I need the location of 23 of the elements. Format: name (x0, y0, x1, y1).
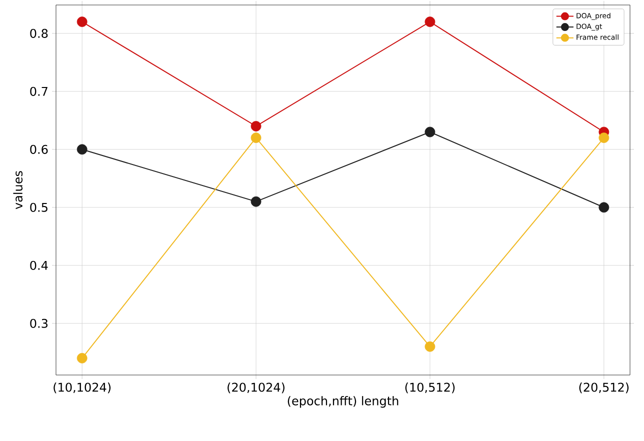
x-tick-label: (10,1024) (54, 382, 111, 394)
y-tick-label: 0.3 (30, 318, 48, 328)
point (598, 132, 610, 143)
point (250, 121, 262, 132)
x-axis-title: (epoch,nfft) length (288, 396, 398, 408)
y-tick-label: 0.8 (30, 28, 48, 38)
x-tick-label: (20,1024) (228, 382, 284, 394)
point (76, 352, 88, 364)
point (424, 341, 436, 352)
point (250, 196, 262, 207)
point (424, 126, 436, 138)
x-tick-label: (10,512) (405, 382, 455, 394)
y-tick-label: 0.4 (30, 260, 48, 270)
x-tick-label: (20,512) (579, 382, 629, 394)
point (76, 144, 88, 155)
y-tick-label: 0.5 (30, 202, 48, 212)
point (424, 16, 436, 28)
point (76, 16, 88, 28)
y-tick-label: 0.7 (30, 86, 48, 96)
point (598, 202, 610, 213)
point (250, 132, 262, 143)
y-axis-title: values (13, 171, 23, 210)
y-tick-label: 0.6 (30, 144, 48, 154)
